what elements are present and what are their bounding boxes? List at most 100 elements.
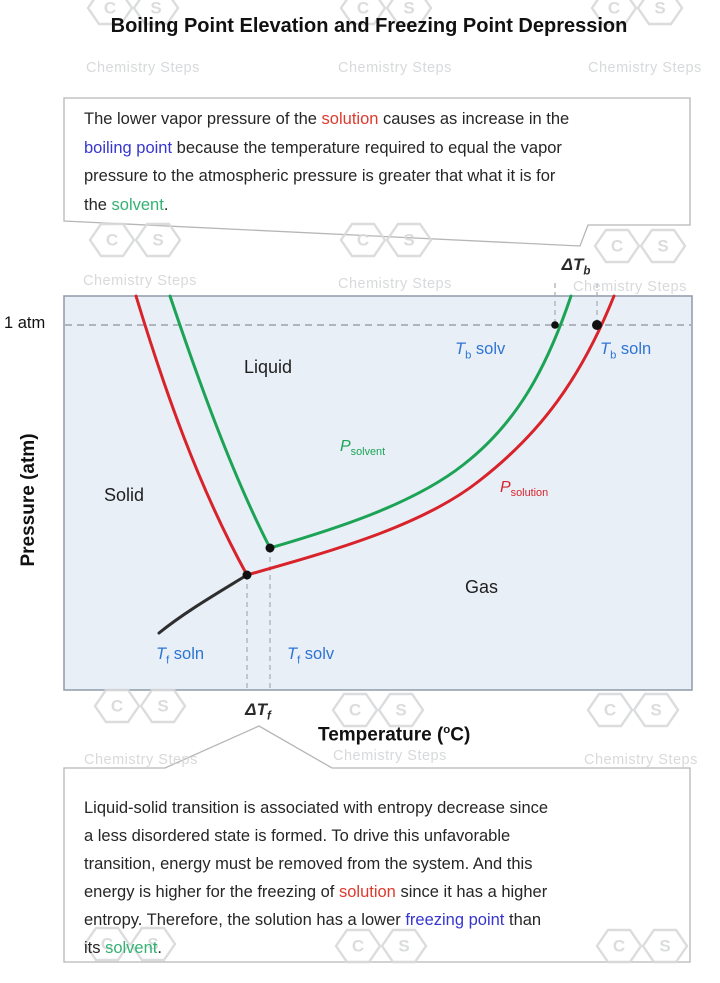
fusion-curve-solution [134,294,249,577]
hexagon-icon [632,692,680,728]
text-segment: than [504,911,542,929]
vapor-curve-solvent [268,294,573,550]
tf-solv-label: Tf solv [287,645,334,666]
watermark-brand-text: Chemistry Steps [333,748,447,764]
cs-logo-letter: C [111,697,123,716]
top-note-box [63,97,691,247]
text-segment: f [266,710,271,723]
bottom-note-text: Liquid-solid transition is associated wi… [84,794,670,962]
delta-tf-label: ΔTf [226,700,290,722]
cs-logo-letter: S [657,237,668,256]
hexagon-icon [339,0,387,26]
text-segment: . [157,939,162,957]
text-segment: Temperature ( [318,724,444,746]
hexagon-icon [639,228,687,264]
text-segment: causes as increase in the [378,110,570,128]
fusion-curve-solvent [168,294,272,550]
cs-logo-letter: C [608,0,620,18]
cs-logo-letter: C [357,231,369,250]
sublimation-curve [157,573,249,635]
x-axis-label: Temperature (oC) [318,724,470,746]
one-atm-label: 1 atm [4,314,46,332]
hexagon-icon [636,0,684,26]
text-line: the solvent. [84,191,670,220]
phase-diagram-curves [65,283,691,689]
text-segment: Liquid-solid transition is associated wi… [84,799,549,817]
hexagon-icon [586,692,634,728]
hexagon-icon [86,0,134,26]
text-line: The lower vapor pressure of the solution… [84,105,670,134]
cs-logo-letter: C [104,0,116,18]
boiling-point-solvent [551,321,559,329]
watermark-brand-text: Chemistry Steps [84,752,198,768]
watermark-brand-text: Chemistry Steps [573,279,687,295]
watermark-brand-text: Chemistry Steps [83,273,197,289]
p-solution-curve-label: Psolution [500,479,548,499]
cs-logo-letter: S [147,935,158,954]
watermark-brand-text: Chemistry Steps [584,752,698,768]
cs-logo-letter: S [150,0,161,18]
cs-logo-letter: S [659,937,670,956]
text-segment: energy is higher for the freezing of [84,883,339,901]
text-line: energy is higher for the freezing of sol… [84,878,670,906]
text-segment: solv [471,340,506,358]
hexagon-icon [339,222,387,258]
watermark-brand-text: Chemistry Steps [338,276,452,292]
text-segment: o [443,724,451,736]
hexagon-icon [385,0,433,26]
hexagon-icon [595,928,643,964]
text-segment: b [465,349,472,362]
cs-logo-letter: S [157,697,168,716]
text-segment: b [610,349,617,362]
hexagon-icon [377,692,425,728]
hexagon-icon [593,228,641,264]
text-segment: f [166,654,170,667]
text-segment: a less disordered state is formed. To dr… [84,827,511,845]
text-line: a less disordered state is formed. To dr… [84,822,670,850]
text-line: boiling point because the temperature re… [84,134,670,163]
region-label-liquid: Liquid [244,357,293,377]
cs-logo-letter: C [352,937,364,956]
triple-point-solvent [265,543,275,553]
watermark-brand-text: Chemistry Steps [338,60,452,76]
hexagon-icon [334,928,382,964]
triple-point-solution [242,570,252,580]
text-segment: since it has a higher [395,883,548,901]
text-segment: boiling point [84,138,173,157]
text-segment: P [340,438,351,455]
hexagon-icon [641,928,689,964]
hexagon-icon [380,928,428,964]
cs-logo-letter: S [152,231,163,250]
hexagon-icon [331,692,379,728]
text-line: entropy. Therefore, the solution has a l… [84,906,670,934]
text-segment: soln [616,340,652,358]
text-segment: T [600,340,611,358]
delta-tb-label: ΔTb [544,255,608,277]
hexagon-icon [590,0,638,26]
text-segment: T [156,645,167,663]
text-segment: solution [510,487,549,500]
text-segment: freezing point [405,911,505,929]
cs-logo-letter: S [403,231,414,250]
hexagon-icon [88,222,136,258]
text-segment: ΔT [561,255,584,274]
boiling-point-solution [592,320,602,330]
hexagon-icon [139,688,187,724]
text-segment: The lower vapor pressure of the [84,110,322,128]
cs-logo-letter: C [101,935,113,954]
text-segment: solvent [105,939,158,957]
watermark-brand-text: Chemistry Steps [86,60,200,76]
text-segment: pressure to the atmospheric pressure is … [84,167,556,185]
text-segment: solution [338,883,396,901]
text-line: its solvent. [84,934,670,962]
text-segment: C) [450,724,471,746]
watermark-brand-text: Chemistry Steps [588,60,702,76]
